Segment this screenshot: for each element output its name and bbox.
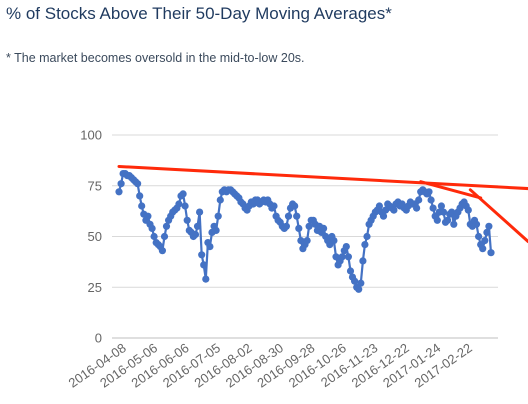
data-point — [483, 228, 491, 236]
data-point — [429, 204, 437, 212]
data-point — [450, 220, 458, 228]
data-point — [346, 267, 355, 275]
y-tick-label: 75 — [88, 178, 102, 193]
data-point — [338, 253, 346, 261]
data-point — [175, 200, 183, 208]
data-point — [134, 180, 142, 188]
data-point — [433, 216, 441, 224]
data-point — [342, 243, 350, 251]
data-point — [117, 180, 125, 188]
data-point — [214, 212, 222, 220]
data-point — [375, 202, 383, 210]
data-point — [427, 196, 435, 204]
data-point — [181, 202, 189, 210]
data-point — [344, 253, 352, 261]
trendline — [419, 180, 483, 200]
data-point — [270, 202, 278, 210]
data-point — [162, 222, 171, 230]
data-point — [158, 247, 166, 255]
data-point — [355, 285, 363, 293]
data-point — [303, 237, 311, 245]
data-point — [379, 212, 388, 220]
trendlines — [117, 164, 528, 244]
data-point — [415, 196, 423, 204]
chart-title: % of Stocks Above Their 50-Day Moving Av… — [6, 4, 392, 23]
data-point — [359, 257, 367, 265]
data-point — [136, 192, 144, 200]
y-tick-label: 25 — [88, 280, 102, 295]
data-point — [390, 206, 398, 214]
data-point — [413, 204, 421, 212]
data-point — [425, 188, 433, 196]
data-point — [191, 230, 200, 239]
data-point — [481, 237, 489, 245]
data-point — [284, 212, 293, 220]
trendline — [117, 164, 528, 191]
data-point — [212, 226, 220, 234]
data-point — [330, 237, 338, 245]
data-point — [444, 216, 452, 224]
data-point — [479, 245, 487, 253]
data-point — [148, 224, 156, 232]
data-point — [206, 243, 214, 251]
series-path — [117, 172, 493, 291]
y-axis-ticks: 0 25 50 75 100 — [80, 128, 102, 346]
data-point — [179, 190, 187, 198]
data-point — [437, 202, 445, 210]
series-points — [115, 170, 495, 293]
data-point — [475, 232, 483, 241]
data-point — [150, 232, 158, 241]
x-axis-ticks: 2016-04-082016-05-062016-06-062016-07-05… — [66, 340, 475, 390]
data-point — [291, 202, 299, 210]
trendline — [468, 188, 528, 244]
data-point — [295, 224, 303, 232]
data-point — [193, 222, 202, 230]
data-point — [115, 188, 123, 196]
data-point — [305, 222, 313, 230]
data-point — [160, 232, 169, 241]
data-point — [485, 222, 493, 230]
data-point — [202, 275, 210, 283]
data-point — [357, 279, 365, 287]
data-point — [198, 251, 206, 259]
data-point — [464, 206, 472, 214]
chart-subtitle: * The market becomes oversold in the mid… — [6, 51, 305, 65]
data-point — [144, 212, 152, 220]
data-point — [293, 212, 301, 220]
data-point — [196, 208, 204, 216]
data-point — [487, 249, 495, 257]
data-point — [361, 241, 369, 249]
data-point — [216, 196, 224, 204]
data-point — [282, 222, 290, 230]
data-point — [439, 208, 448, 216]
data-point — [472, 220, 481, 228]
data-point — [363, 232, 371, 241]
series-line — [117, 172, 493, 291]
data-point — [200, 261, 208, 269]
y-tick-label: 0 — [95, 331, 102, 346]
data-point — [138, 202, 146, 210]
data-point — [183, 216, 191, 224]
y-grid — [112, 134, 498, 339]
y-tick-label: 100 — [80, 128, 102, 143]
data-point — [351, 277, 359, 285]
y-tick-label: 50 — [88, 229, 102, 244]
data-point — [320, 224, 328, 232]
